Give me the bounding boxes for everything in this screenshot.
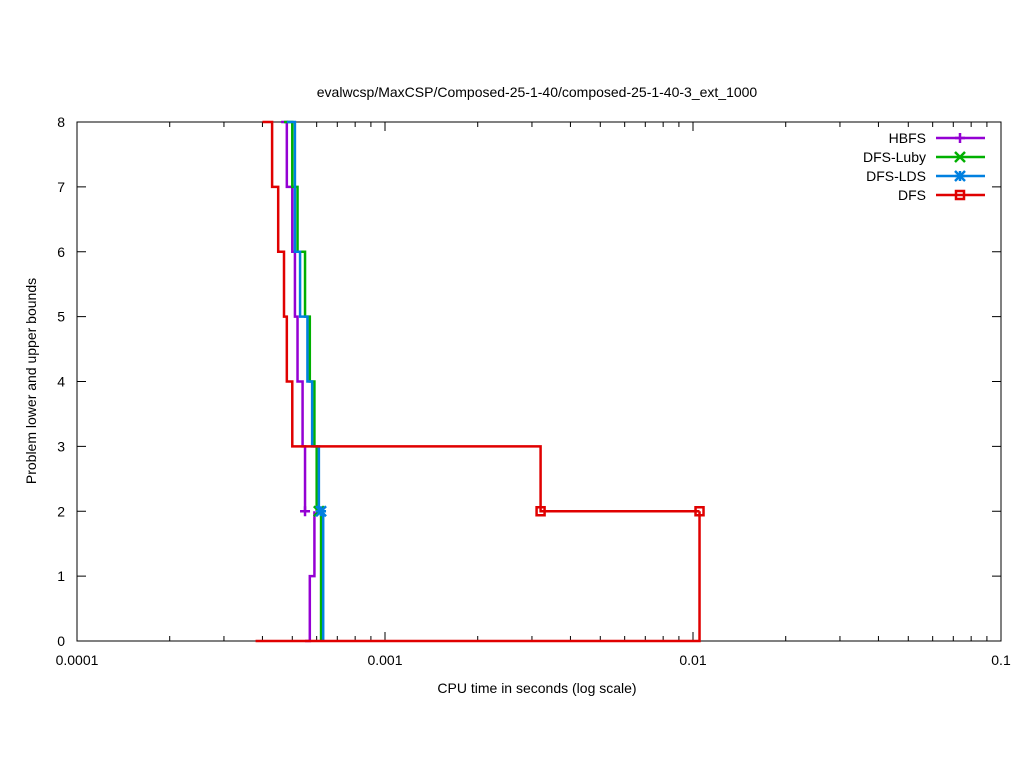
x-tick-label: 0.1: [991, 652, 1011, 668]
legend-label: DFS-LDS: [866, 168, 926, 184]
series-marker: [300, 506, 311, 517]
y-tick-label: 1: [57, 568, 65, 584]
series-marker: [954, 170, 966, 182]
y-axis-label: Problem lower and upper bounds: [23, 278, 39, 484]
x-tick-label: 0.0001: [56, 652, 99, 668]
chart-title: evalwcsp/MaxCSP/Composed-25-1-40/compose…: [317, 84, 758, 100]
legend-label: DFS-Luby: [863, 149, 926, 165]
series-layer: [255, 120, 705, 643]
series-marker: [954, 151, 966, 163]
y-tick-label: 3: [57, 438, 65, 454]
series-marker: [535, 506, 546, 517]
series-lower-bound-line: [255, 511, 701, 643]
y-tick-label: 2: [57, 503, 65, 519]
legend-label: HBFS: [889, 130, 926, 146]
y-tick-label: 0: [57, 633, 65, 649]
legend: HBFS DFS-Luby DFS-LDS DFS: [863, 130, 985, 203]
plot-frame: [76, 121, 1002, 642]
y-tick-label: 8: [57, 114, 65, 130]
y-tick-label: 5: [57, 309, 65, 325]
series-upper-bound-line: [262, 120, 700, 513]
y-tick-label: 6: [57, 244, 65, 260]
series-lower-bound-line: [305, 511, 316, 643]
axis-ticks: 0.0001 0.001 0.01 0.1 0 1 2 3 4 5 6 7 8: [56, 114, 1011, 668]
y-tick-label: 7: [57, 179, 65, 195]
plot-border: [76, 121, 1002, 642]
series-dfs: [255, 120, 705, 643]
legend-label: DFS: [898, 187, 926, 203]
series-marker: [694, 506, 705, 517]
series-marker: [315, 505, 327, 518]
x-tick-label: 0.001: [367, 652, 402, 668]
series-marker: [955, 133, 965, 143]
series-marker: [954, 189, 966, 201]
x-axis-label: CPU time in seconds (log scale): [437, 680, 636, 696]
x-tick-label: 0.01: [679, 652, 706, 668]
y-tick-label: 4: [57, 374, 65, 390]
